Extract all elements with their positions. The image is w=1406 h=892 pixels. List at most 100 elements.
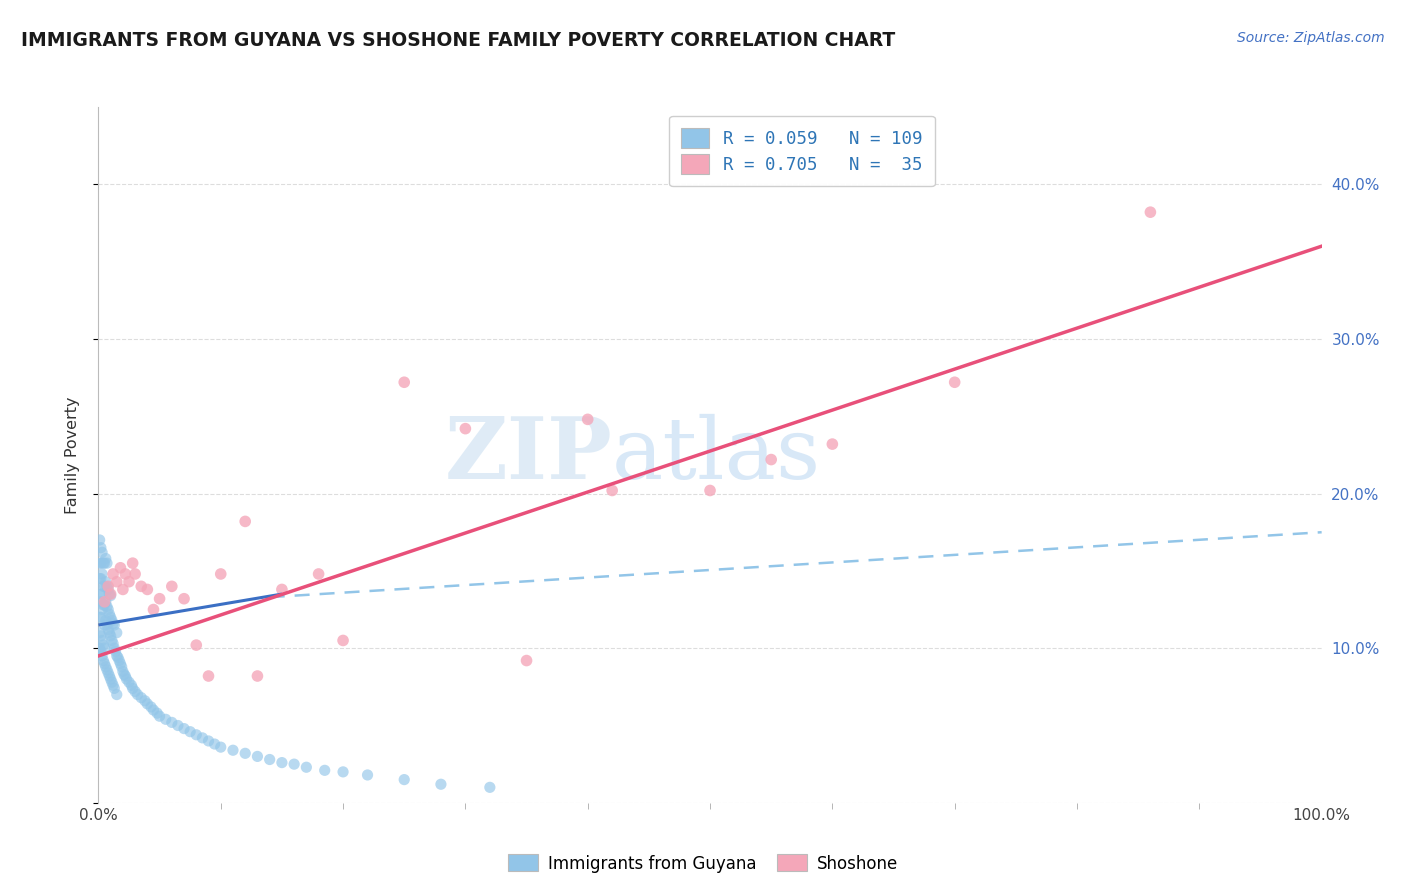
Point [94, 613, 117, 627]
Point [160, 715, 183, 730]
Point [105, 625, 128, 640]
Point [259, 752, 281, 766]
Point [89, 556, 111, 570]
Point [93, 618, 115, 632]
Point [356, 768, 378, 782]
Point [283, 757, 305, 772]
Point [332, 764, 354, 779]
Point [943, 376, 966, 390]
Point [97, 602, 120, 616]
Point [121, 681, 143, 696]
Point [93, 598, 115, 612]
Point [392, 772, 416, 787]
Point [93, 556, 115, 570]
Legend: Immigrants from Guyana, Shoshone: Immigrants from Guyana, Shoshone [502, 847, 904, 880]
Point [110, 657, 132, 671]
Point [115, 672, 138, 686]
Point [118, 574, 141, 589]
Point [90, 541, 112, 555]
Point [98, 669, 121, 683]
Point [120, 678, 142, 692]
Point [91, 638, 114, 652]
Point [197, 734, 219, 748]
Point [111, 659, 134, 673]
Point [103, 681, 125, 696]
Point [91, 602, 114, 616]
Point [270, 582, 294, 597]
Point [96, 618, 118, 632]
Point [101, 675, 124, 690]
Point [576, 412, 599, 426]
Point [96, 556, 118, 570]
Point [186, 638, 208, 652]
Point [100, 672, 122, 686]
Point [96, 599, 118, 614]
Text: IMMIGRANTS FROM GUYANA VS SHOSHONE FAMILY POVERTY CORRELATION CHART: IMMIGRANTS FROM GUYANA VS SHOSHONE FAMIL… [21, 31, 896, 50]
Point [89, 587, 111, 601]
Point [103, 641, 125, 656]
Point [121, 556, 143, 570]
Point [233, 747, 256, 761]
Point [91, 598, 114, 612]
Point [295, 760, 318, 774]
Point [93, 641, 115, 656]
Point [111, 665, 134, 679]
Point [94, 574, 117, 589]
Point [129, 690, 152, 705]
Point [90, 572, 112, 586]
Point [98, 607, 121, 622]
Point [89, 572, 111, 586]
Point [222, 743, 245, 757]
Point [146, 706, 169, 720]
Point [97, 665, 120, 680]
Point [90, 556, 112, 570]
Point [107, 650, 129, 665]
Text: ZIP: ZIP [444, 413, 612, 497]
Point [149, 591, 172, 606]
Point [101, 678, 124, 692]
Point [454, 422, 477, 436]
Point [91, 633, 114, 648]
Point [246, 669, 269, 683]
Point [478, 780, 501, 795]
Point [91, 648, 114, 663]
Point [246, 749, 269, 764]
Point [91, 587, 114, 601]
Point [93, 579, 115, 593]
Point [105, 574, 128, 589]
Point [110, 561, 132, 575]
Point [90, 610, 112, 624]
Point [129, 579, 152, 593]
Point [167, 718, 190, 732]
Point [100, 589, 122, 603]
Point [173, 591, 195, 606]
Point [127, 688, 149, 702]
Point [101, 616, 124, 631]
Point [142, 703, 165, 717]
Point [1139, 205, 1161, 219]
Point [93, 657, 115, 671]
Point [101, 636, 124, 650]
Point [308, 566, 330, 581]
Point [392, 376, 416, 390]
Point [90, 629, 112, 643]
Point [197, 669, 219, 683]
Point [270, 756, 294, 770]
Point [93, 595, 115, 609]
Point [94, 659, 117, 673]
Point [98, 625, 121, 640]
Point [89, 641, 111, 656]
Point [100, 587, 122, 601]
Point [160, 579, 183, 593]
Point [94, 551, 117, 566]
Point [97, 582, 120, 597]
Point [114, 669, 136, 683]
Point [101, 566, 124, 581]
Point [149, 709, 172, 723]
Point [600, 483, 623, 498]
Y-axis label: Family Poverty: Family Poverty [65, 396, 80, 514]
Point [96, 663, 118, 677]
Point [515, 654, 537, 668]
Text: Source: ZipAtlas.com: Source: ZipAtlas.com [1237, 31, 1385, 45]
Point [104, 644, 127, 658]
